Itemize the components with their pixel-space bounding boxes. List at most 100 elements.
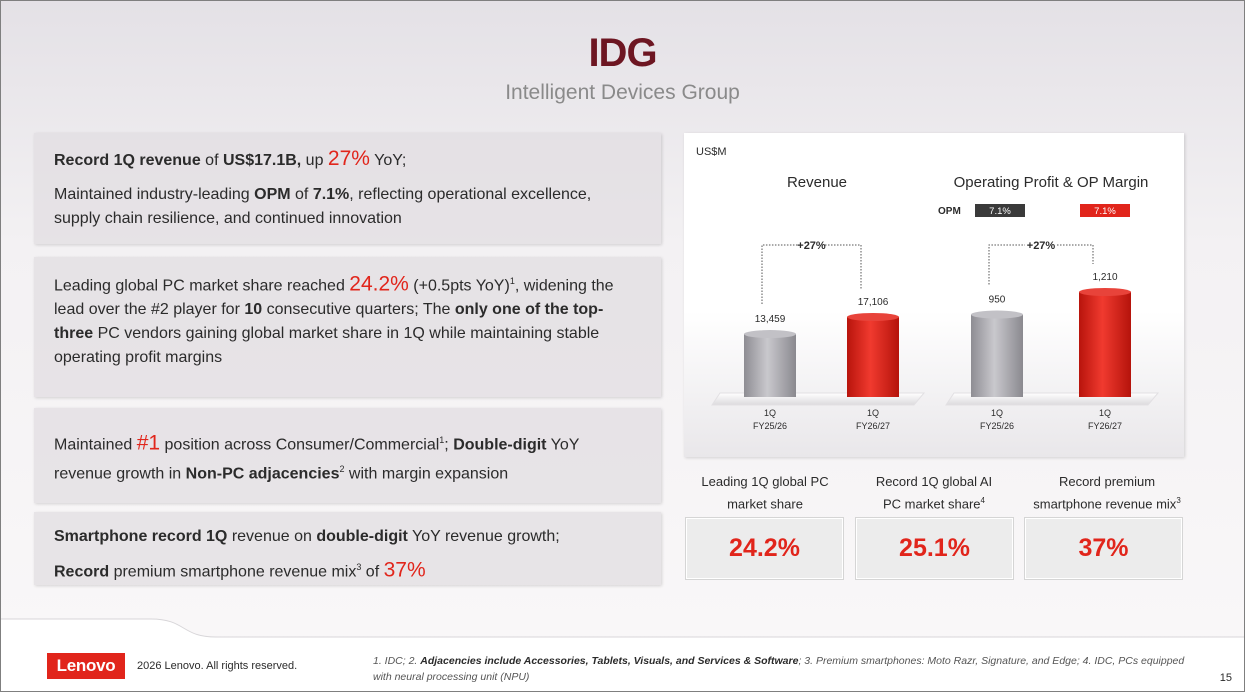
bar-cap [744,330,796,339]
kpi-label-pc-share: Leading 1Q global PC market share [685,472,845,513]
opm-tag [1080,204,1130,217]
text: , widening the lead over the #2 player f… [54,277,614,319]
text: premium smartphone revenue mix [109,563,357,581]
opm-line: Maintained industry-leading OPM of 7.1%,… [54,183,641,231]
text-bold: Smartphone record 1Q [54,528,228,545]
text: YoY; [369,152,407,169]
bar-prior-year [971,314,1023,397]
footer-swoosh [1,618,1244,691]
highlight-box-consumer-commercial: Maintained #1 position across Consumer/C… [34,408,661,503]
text: YoY revenue growth in [54,436,580,483]
text: Premium smartphones: Moto Razr, Signatur… [373,655,1185,683]
x-tick-label: 1Q [1099,408,1111,418]
highlight-number: 24.2% [349,272,409,296]
x-tick-label: FY26/27 [856,421,890,431]
text-bold: Non-PC adjacencies [185,465,340,483]
text-bold: 10 [244,301,263,319]
text: consecutive quarters; The [262,301,455,319]
text: Maintained [54,436,137,454]
text: (+0.5pts YoY) [408,277,510,295]
chart-title: Operating Profit & OP Margin [954,174,1149,191]
opm-value: 7.1% [989,206,1011,217]
text: Record 1Q global AI [875,474,993,489]
footnotes: 1. IDC; 2. Adjacencies include Accessori… [373,653,1193,685]
bar-current-year [1079,292,1131,397]
revenue-line: Record 1Q revenue of US$17.1B, up 27% Yo… [54,147,641,173]
bar-cap [1079,288,1131,296]
kpi-value-pc-share: 24.2% [686,518,843,579]
footnote-ref: 4 [980,496,985,505]
text-bold: 7.1% [312,186,350,203]
kpi-label-ai-pc-share: Record 1Q global AI PC market share4 [854,472,1014,513]
footnote-ref: 1 [509,276,515,286]
footnote-ref: 3 [1176,496,1181,505]
text: , reflecting operational excellence, sup… [54,186,592,227]
text: Maintained industry-leading [54,186,255,203]
growth-label: +27% [797,240,826,252]
text: revenue on [227,528,317,545]
text: Leading global PC market share reached [54,277,350,295]
text-bold: US$17.1B, [222,152,302,169]
text: 1. IDC; 2. [373,655,421,667]
text-bold: Adjacencies include Accessories, Tablets… [420,655,799,667]
bar-value-label: 950 [989,295,1006,306]
text-bold: only one of the top-three [54,301,604,343]
unit-label: US$M [696,146,727,158]
footnote-ref: 1 [439,435,445,445]
kpi-label-smartphone-mix: Record premium smartphone revenue mix3 [1022,472,1192,513]
x-tick-label: 1Q [867,408,879,418]
highlight-box-smartphone: Smartphone record 1Q revenue on double-d… [34,512,661,585]
highlight-number: #1 [136,431,161,455]
kpi-value-smartphone-mix: 37% [1025,518,1182,579]
page-subtitle: Intelligent Devices Group [505,81,740,104]
text: market share [727,496,803,512]
highlight-number: 37% [383,558,426,582]
x-tick-label: FY25/26 [753,421,787,431]
smartphone-line-1: Smartphone record 1Q revenue on double-d… [54,522,641,552]
text-bold: Record [54,563,110,581]
growth-label: +27% [1027,240,1056,252]
opm-label: OPM [938,206,961,217]
financial-chart-panel: US$M Revenue 13,459 1Q FY25/26 17,106 1Q FY26/… [684,133,1184,457]
text-bold: double-digit [316,528,408,545]
bar-cap [971,310,1023,319]
copyright-text: 2026 Lenovo. All rights reserved. [137,660,298,672]
text: of [200,152,223,169]
text-bold: OPM [254,186,291,203]
text: with margin expansion [344,465,509,483]
text: of [290,186,313,203]
bar-value-label: 17,106 [858,297,889,308]
text: smartphone revenue mix [1033,496,1177,512]
bar-prior-year [744,334,796,397]
growth-bracket [988,244,1025,285]
text: Record premium [1058,474,1156,489]
highlight-box-pc-share: Leading global PC market share reached 2… [34,257,661,397]
growth-bracket [825,244,862,289]
lenovo-logo: Lenovo [47,653,125,679]
kpi-value-ai-pc-share: 25.1% [856,518,1013,579]
pc-share-text: Leading global PC market share reached 2… [54,269,641,370]
bar-cap [847,313,899,321]
text: PC vendors gaining global market share i… [54,325,600,367]
x-tick-label: 1Q [991,408,1003,418]
page-number: 15 [1219,672,1232,684]
text: Leading 1Q global PC [701,474,829,489]
text: ; 3. [798,655,816,667]
text-bold: Record 1Q revenue [54,152,201,169]
bar-charts: US$M Revenue 13,459 1Q FY25/26 17,106 1Q FY26/… [696,146,1160,431]
bar-value-label: 13,459 [755,314,786,325]
opm-tag [975,204,1025,217]
text: position across Consumer/Commercial [160,436,440,454]
growth-bracket [1057,244,1094,264]
smartphone-line-2: Record premium smartphone revenue mix3 o… [54,552,641,587]
opm-value: 7.1% [1094,206,1116,217]
text: ; [444,436,454,454]
bar-value-label: 1,210 [1092,272,1117,283]
x-tick-label: 1Q [764,408,776,418]
text: YoY revenue growth; [407,528,560,545]
footnote-ref: 2 [339,464,345,475]
growth-bracket [761,244,798,305]
chart-title: Revenue [787,174,847,191]
text: of [361,563,384,581]
